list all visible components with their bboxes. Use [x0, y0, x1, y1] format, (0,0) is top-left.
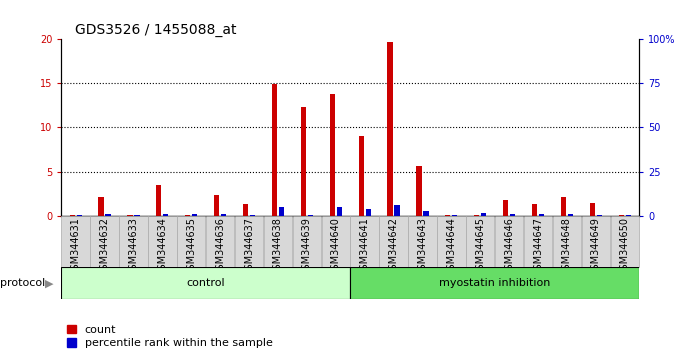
Bar	[156, 185, 161, 216]
Bar	[330, 94, 335, 216]
Bar	[539, 214, 544, 216]
Bar	[301, 107, 306, 216]
FancyBboxPatch shape	[350, 267, 639, 299]
Bar	[127, 215, 133, 216]
Bar	[214, 195, 219, 216]
FancyBboxPatch shape	[61, 267, 350, 299]
Text: GSM344644: GSM344644	[446, 217, 456, 276]
Text: GSM344643: GSM344643	[418, 217, 428, 276]
Text: GSM344636: GSM344636	[215, 217, 225, 276]
Bar	[445, 215, 450, 216]
Bar	[77, 215, 82, 216]
Legend: count, percentile rank within the sample: count, percentile rank within the sample	[67, 325, 273, 348]
Bar	[416, 166, 422, 216]
FancyBboxPatch shape	[408, 216, 437, 267]
FancyBboxPatch shape	[90, 216, 119, 267]
Bar	[510, 214, 515, 216]
Bar	[163, 214, 169, 216]
FancyBboxPatch shape	[350, 216, 379, 267]
Bar	[503, 200, 508, 216]
FancyBboxPatch shape	[119, 216, 148, 267]
Text: myostatin inhibition: myostatin inhibition	[439, 278, 550, 288]
Bar	[250, 215, 255, 216]
Bar	[619, 215, 624, 216]
Text: GSM344647: GSM344647	[533, 217, 543, 276]
Text: GSM344648: GSM344648	[562, 217, 572, 276]
Bar	[243, 205, 248, 216]
Bar	[568, 214, 573, 216]
Text: GSM344635: GSM344635	[186, 217, 197, 276]
Bar	[308, 215, 313, 216]
FancyBboxPatch shape	[581, 216, 610, 267]
FancyBboxPatch shape	[61, 216, 90, 267]
Text: GDS3526 / 1455088_at: GDS3526 / 1455088_at	[75, 23, 237, 37]
FancyBboxPatch shape	[264, 216, 292, 267]
Bar	[185, 215, 190, 216]
Bar	[474, 215, 479, 216]
Text: GSM344632: GSM344632	[99, 217, 109, 276]
Text: GSM344641: GSM344641	[360, 217, 370, 276]
Bar	[69, 215, 75, 216]
Bar	[481, 213, 486, 216]
Bar	[99, 198, 103, 216]
Bar	[192, 215, 197, 216]
Bar	[452, 215, 458, 216]
Text: GSM344638: GSM344638	[273, 217, 283, 276]
FancyBboxPatch shape	[524, 216, 552, 267]
FancyBboxPatch shape	[235, 216, 263, 267]
Bar	[597, 215, 602, 216]
Bar	[221, 214, 226, 216]
Text: protocol: protocol	[0, 278, 46, 288]
Text: GSM344631: GSM344631	[71, 217, 81, 276]
Bar	[135, 215, 139, 216]
Text: GSM344646: GSM344646	[504, 217, 514, 276]
Bar	[394, 205, 400, 216]
Text: control: control	[186, 278, 225, 288]
Bar	[358, 136, 364, 216]
Text: GSM344639: GSM344639	[302, 217, 312, 276]
Bar	[337, 207, 342, 216]
Bar	[424, 211, 428, 216]
Text: GSM344642: GSM344642	[388, 217, 398, 276]
Text: GSM344633: GSM344633	[129, 217, 139, 276]
FancyBboxPatch shape	[379, 216, 408, 267]
Text: GSM344650: GSM344650	[619, 217, 630, 276]
Bar	[105, 214, 111, 216]
FancyBboxPatch shape	[292, 216, 321, 267]
Bar	[388, 42, 392, 216]
Text: GSM344640: GSM344640	[330, 217, 341, 276]
Bar	[272, 84, 277, 216]
FancyBboxPatch shape	[206, 216, 235, 267]
Bar	[532, 205, 537, 216]
Bar	[561, 198, 566, 216]
FancyBboxPatch shape	[322, 216, 350, 267]
Bar	[626, 215, 631, 216]
FancyBboxPatch shape	[466, 216, 494, 267]
FancyBboxPatch shape	[495, 216, 524, 267]
Text: GSM344649: GSM344649	[591, 217, 601, 276]
FancyBboxPatch shape	[611, 216, 639, 267]
FancyBboxPatch shape	[148, 216, 177, 267]
FancyBboxPatch shape	[177, 216, 205, 267]
FancyBboxPatch shape	[437, 216, 466, 267]
Text: ▶: ▶	[45, 278, 53, 288]
Bar	[279, 207, 284, 216]
Text: GSM344634: GSM344634	[157, 217, 167, 276]
Bar	[366, 209, 371, 216]
FancyBboxPatch shape	[553, 216, 581, 267]
Text: GSM344645: GSM344645	[475, 217, 486, 276]
Text: GSM344637: GSM344637	[244, 217, 254, 276]
Bar	[590, 202, 595, 216]
